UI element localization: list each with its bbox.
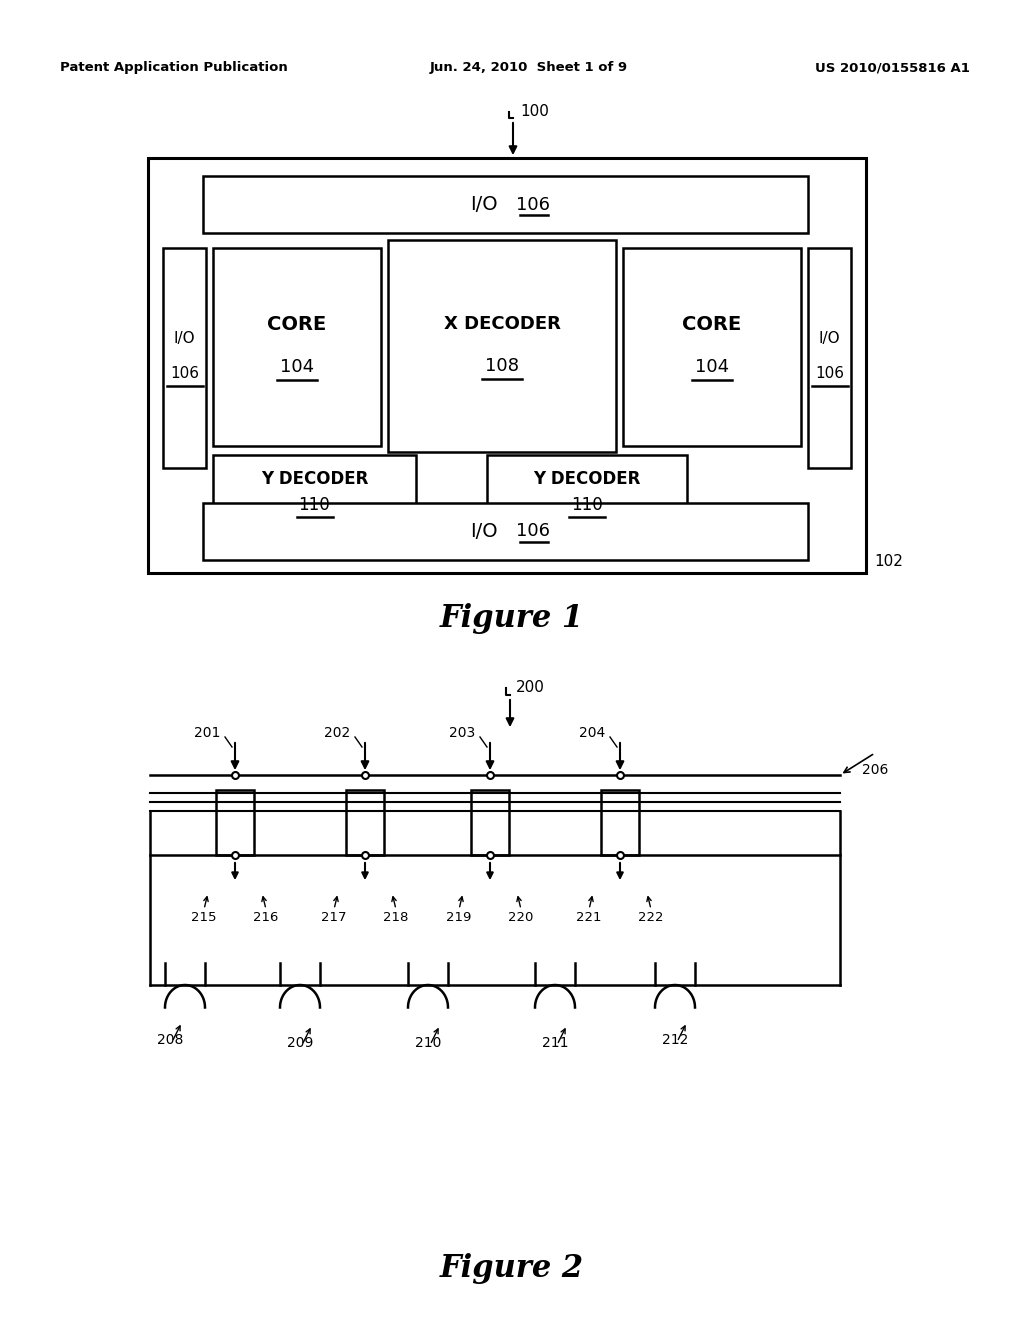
Bar bbox=[213, 248, 381, 446]
Text: 206: 206 bbox=[862, 763, 889, 777]
Text: 203: 203 bbox=[449, 726, 475, 741]
Bar bbox=[346, 789, 384, 855]
Text: 216: 216 bbox=[253, 911, 279, 924]
Text: 201: 201 bbox=[194, 726, 220, 741]
Text: 202: 202 bbox=[324, 726, 350, 741]
Text: CORE: CORE bbox=[682, 315, 741, 334]
Text: Y DECODER: Y DECODER bbox=[261, 470, 369, 488]
Text: I/O: I/O bbox=[174, 330, 196, 346]
Bar bbox=[487, 455, 687, 527]
Text: 106: 106 bbox=[815, 367, 844, 381]
Text: 106: 106 bbox=[516, 195, 551, 214]
Text: 212: 212 bbox=[662, 1034, 688, 1047]
Text: 204: 204 bbox=[579, 726, 605, 741]
Text: 218: 218 bbox=[383, 911, 409, 924]
Text: 108: 108 bbox=[485, 356, 519, 375]
Text: CORE: CORE bbox=[267, 315, 327, 334]
Text: US 2010/0155816 A1: US 2010/0155816 A1 bbox=[815, 62, 970, 74]
Bar bbox=[601, 789, 639, 855]
Text: 102: 102 bbox=[874, 553, 903, 569]
Text: Jun. 24, 2010  Sheet 1 of 9: Jun. 24, 2010 Sheet 1 of 9 bbox=[430, 62, 628, 74]
Bar bbox=[163, 248, 206, 469]
Bar bbox=[808, 248, 851, 469]
Text: Figure 1: Figure 1 bbox=[440, 602, 584, 634]
Text: 211: 211 bbox=[542, 1036, 568, 1049]
Text: 217: 217 bbox=[322, 911, 347, 924]
Text: Figure 2: Figure 2 bbox=[440, 1253, 584, 1283]
Bar bbox=[213, 455, 416, 527]
Text: I/O: I/O bbox=[818, 330, 841, 346]
Text: 104: 104 bbox=[280, 358, 314, 376]
Text: 110: 110 bbox=[299, 496, 331, 513]
Text: 209: 209 bbox=[287, 1036, 313, 1049]
Text: 208: 208 bbox=[157, 1034, 183, 1047]
Text: 220: 220 bbox=[508, 911, 534, 924]
Bar bbox=[216, 789, 254, 855]
Text: 215: 215 bbox=[191, 911, 217, 924]
Bar bbox=[203, 176, 808, 234]
Text: 104: 104 bbox=[695, 358, 729, 376]
Text: Patent Application Publication: Patent Application Publication bbox=[60, 62, 288, 74]
Text: Y DECODER: Y DECODER bbox=[534, 470, 641, 488]
Text: 110: 110 bbox=[571, 496, 603, 513]
Text: I/O: I/O bbox=[470, 521, 498, 541]
Text: 222: 222 bbox=[638, 911, 664, 924]
Text: 100: 100 bbox=[520, 104, 549, 120]
Bar bbox=[388, 240, 616, 451]
Text: X DECODER: X DECODER bbox=[443, 315, 560, 333]
Bar bbox=[623, 248, 801, 446]
Text: I/O: I/O bbox=[470, 195, 498, 214]
Text: 219: 219 bbox=[446, 911, 472, 924]
Text: 200: 200 bbox=[516, 681, 545, 696]
Text: 221: 221 bbox=[577, 911, 602, 924]
Bar bbox=[471, 789, 509, 855]
Text: 106: 106 bbox=[516, 523, 551, 540]
Text: 106: 106 bbox=[170, 367, 199, 381]
Bar bbox=[148, 158, 866, 573]
Bar bbox=[203, 503, 808, 560]
Text: 210: 210 bbox=[415, 1036, 441, 1049]
